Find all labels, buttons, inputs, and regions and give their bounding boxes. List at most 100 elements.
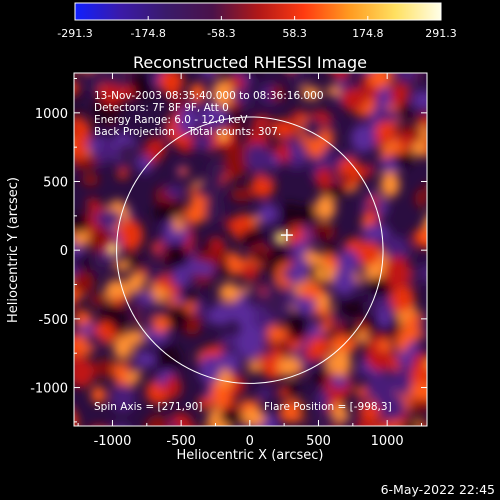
heatmap-cell bbox=[407, 78, 422, 92]
heatmap-cell bbox=[375, 109, 399, 124]
heatmap-cell bbox=[420, 90, 427, 103]
heatmap-cell bbox=[430, 426, 443, 440]
heatmap-cell bbox=[332, 425, 340, 426]
heatmap-cell bbox=[152, 316, 170, 333]
axis-ticks: -1000 -500 0 500 1000 -1000 -500 0 500 1000 bbox=[30, 73, 427, 449]
heatmap-cell bbox=[409, 382, 427, 401]
heatmap-cell bbox=[61, 427, 75, 440]
heatmap-cell bbox=[301, 117, 324, 140]
heatmap-cell bbox=[144, 414, 171, 426]
heatmap-cell bbox=[419, 227, 427, 244]
heatmap-hotspot bbox=[274, 230, 289, 245]
heatmap-cell bbox=[425, 139, 427, 153]
y-tick-label: -1000 bbox=[30, 382, 68, 397]
heatmap-cell bbox=[226, 251, 241, 270]
heatmap-cell bbox=[332, 402, 347, 422]
heatmap-cell bbox=[183, 205, 206, 225]
heatmap-cell bbox=[74, 357, 95, 388]
heatmap-cell bbox=[210, 384, 231, 408]
plot-area: -1000 -500 0 500 1000 -1000 -500 0 500 1000 bbox=[30, 72, 443, 449]
heatmap-cell bbox=[89, 293, 107, 306]
heatmap-cell bbox=[98, 140, 115, 158]
heatmap-cell bbox=[191, 133, 215, 151]
heatmap-cell bbox=[173, 293, 186, 303]
solar-disk-outline bbox=[116, 116, 384, 384]
heatmap-cell bbox=[396, 106, 413, 119]
heatmap-cell bbox=[165, 242, 189, 275]
heatmap-cell bbox=[390, 284, 415, 313]
heatmap-cell bbox=[198, 355, 221, 385]
x-tick-label: -500 bbox=[166, 434, 196, 449]
annotation-spin-axis: Spin Axis = [271,90] bbox=[94, 401, 202, 413]
heatmap-cell bbox=[164, 185, 185, 198]
heatmap-cell bbox=[400, 133, 415, 149]
heatmap-cell bbox=[113, 296, 126, 306]
heatmap-cell bbox=[231, 88, 252, 103]
heatmap-cell bbox=[378, 393, 406, 421]
heatmap-cell bbox=[315, 167, 333, 190]
heatmap-cell bbox=[74, 284, 75, 295]
heatmap-cell bbox=[369, 159, 386, 172]
heatmap-cell bbox=[299, 283, 324, 299]
x-tick-label: -1000 bbox=[94, 434, 132, 449]
heatmap-cell bbox=[87, 73, 104, 89]
heatmap-cell bbox=[74, 307, 83, 315]
heatmap-cell bbox=[74, 128, 76, 135]
heatmap-cell bbox=[214, 248, 228, 264]
x-tick-label: 500 bbox=[306, 434, 331, 449]
heatmap-cell bbox=[266, 278, 278, 292]
heatmap-cell bbox=[288, 153, 304, 170]
annotation-detectors: Detectors: 7F 8F 9F, Att 0 bbox=[94, 102, 229, 114]
annotation-flare-position: Flare Position = [-998,3] bbox=[264, 401, 392, 413]
colorbar-tick-label: -58.3 bbox=[207, 27, 235, 40]
heatmap-cell bbox=[340, 87, 368, 111]
heatmap-cell bbox=[277, 356, 301, 377]
heatmap-cell bbox=[331, 372, 348, 389]
heatmap-cell bbox=[197, 396, 213, 410]
heatmap-cell bbox=[314, 194, 336, 221]
flare-position-marker bbox=[280, 229, 293, 242]
colorbar-tick-label: -291.3 bbox=[57, 27, 92, 40]
heatmap-cell bbox=[344, 73, 357, 81]
heatmap-cell bbox=[423, 183, 427, 192]
heatmap-cell bbox=[340, 322, 360, 338]
heatmap-cell bbox=[281, 202, 300, 227]
heatmap-cell bbox=[167, 285, 179, 296]
heatmap-cell bbox=[287, 266, 307, 284]
heatmap-cell bbox=[113, 336, 133, 360]
x-tick-label: 1000 bbox=[371, 434, 404, 449]
heatmap-cell bbox=[112, 362, 129, 375]
heatmap-cell bbox=[173, 216, 184, 232]
heatmap-cell bbox=[135, 291, 156, 305]
footer-date: 6-May-2022 22:45 bbox=[381, 482, 495, 497]
y-tick-label: 0 bbox=[60, 244, 68, 259]
heatmap-cell bbox=[297, 404, 308, 416]
colorbar-bar bbox=[74, 2, 442, 21]
heatmap-cell bbox=[100, 83, 123, 107]
heatmap-cell bbox=[218, 283, 241, 303]
heatmap-cell bbox=[74, 411, 79, 426]
y-tick-label: -500 bbox=[38, 313, 68, 328]
heatmap-cell bbox=[186, 278, 199, 292]
heatmap-cell bbox=[402, 422, 418, 426]
heatmap-cell bbox=[144, 137, 167, 160]
heatmap-cell bbox=[153, 344, 181, 376]
heatmap-cell bbox=[58, 286, 72, 300]
heatmap-cell bbox=[208, 160, 227, 183]
heatmap-cell bbox=[315, 228, 327, 240]
heatmap-cell bbox=[134, 305, 161, 323]
heatmap-cell bbox=[380, 171, 400, 198]
heatmap-cell bbox=[135, 351, 157, 368]
colorbar-tick-label: -174.8 bbox=[130, 27, 165, 40]
heatmap-cell bbox=[219, 333, 242, 348]
heatmap-cell bbox=[326, 85, 341, 96]
heatmap-cell bbox=[247, 360, 262, 373]
plot-frame bbox=[73, 72, 428, 427]
heatmap-cell bbox=[355, 418, 375, 426]
heatmap-cell bbox=[74, 263, 75, 270]
heatmap-cell bbox=[380, 148, 393, 159]
heatmap-hotspot bbox=[105, 241, 120, 256]
heatmap-cell bbox=[158, 73, 184, 95]
heatmap-hotspot bbox=[216, 129, 231, 144]
heatmap-cell bbox=[56, 397, 71, 415]
